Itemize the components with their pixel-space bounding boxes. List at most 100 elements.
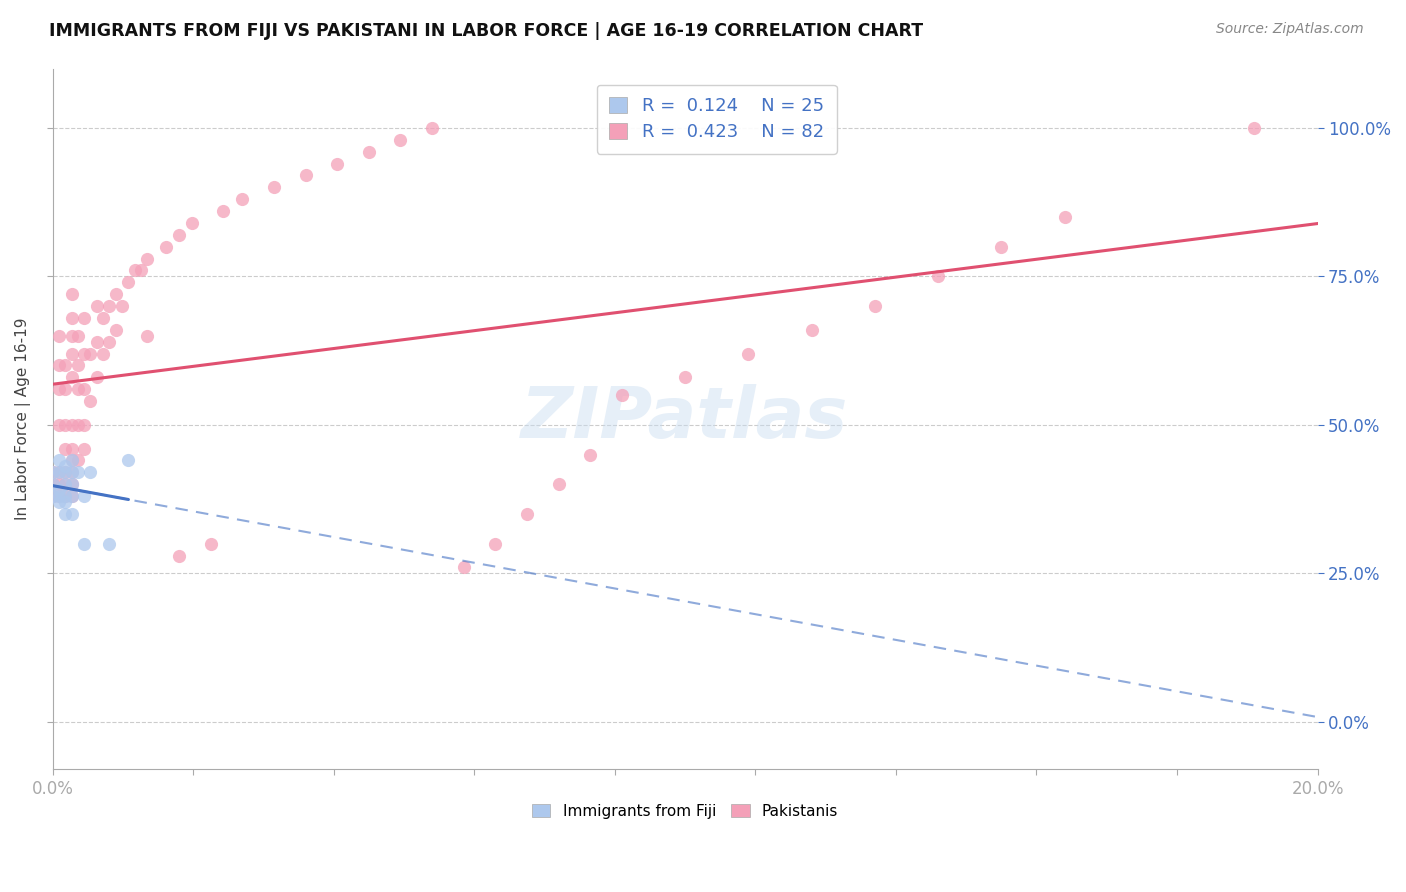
Point (48, 453, 70, 467)
Point (86, 370, 108, 384)
Y-axis label: In Labor Force | Age 16-19: In Labor Force | Age 16-19 (15, 318, 31, 520)
Point (420, 120, 443, 135)
Point (41, 466, 63, 480)
Point (60, 477, 83, 491)
Point (53, 489, 76, 503)
Point (60, 477, 83, 491)
Point (48, 417, 70, 432)
Point (60, 310, 83, 325)
Point (389, 133, 412, 147)
Point (98, 334, 121, 349)
Point (60, 453, 83, 467)
Point (73, 417, 96, 432)
Point (326, 156, 349, 170)
Point (48, 477, 70, 491)
Point (53, 417, 76, 432)
Point (53, 459, 76, 474)
Point (73, 442, 96, 456)
Point (263, 180, 285, 194)
Point (98, 536, 121, 550)
Point (73, 489, 96, 503)
Point (294, 169, 316, 183)
Point (66, 453, 89, 467)
Point (927, 269, 949, 284)
Point (66, 417, 89, 432)
Point (60, 507, 83, 521)
Point (53, 477, 76, 491)
Point (53, 507, 76, 521)
Point (117, 453, 139, 467)
Point (41, 489, 63, 503)
Point (155, 240, 177, 254)
Point (48, 466, 70, 480)
Legend: Immigrants from Fiji, Pakistanis: Immigrants from Fiji, Pakistanis (526, 797, 844, 825)
Point (48, 466, 70, 480)
Point (48, 495, 70, 509)
Point (104, 323, 127, 337)
Point (53, 382, 76, 396)
Point (66, 382, 89, 396)
Point (136, 252, 159, 266)
Text: Source: ZipAtlas.com: Source: ZipAtlas.com (1216, 22, 1364, 37)
Point (48, 382, 70, 396)
Point (98, 299, 121, 313)
Point (66, 466, 89, 480)
Point (167, 549, 190, 563)
Point (41, 477, 63, 491)
Point (60, 442, 83, 456)
Point (48, 359, 70, 373)
Point (60, 466, 83, 480)
Point (357, 145, 380, 159)
Text: ZIPatlas: ZIPatlas (522, 384, 849, 453)
Point (73, 536, 96, 550)
Point (53, 466, 76, 480)
Point (91, 346, 114, 360)
Point (453, 560, 475, 574)
Point (180, 216, 202, 230)
Point (48, 489, 70, 503)
Point (73, 382, 96, 396)
Point (60, 489, 83, 503)
Point (48, 489, 70, 503)
Point (484, 536, 506, 550)
Point (673, 370, 696, 384)
Point (136, 328, 159, 343)
Point (53, 359, 76, 373)
Point (104, 287, 127, 301)
Point (79, 394, 101, 409)
Point (41, 466, 63, 480)
Point (60, 328, 83, 343)
Point (800, 323, 823, 337)
Point (86, 334, 108, 349)
Point (73, 310, 96, 325)
Point (124, 263, 146, 277)
Point (79, 466, 101, 480)
Point (579, 448, 602, 462)
Point (200, 536, 222, 550)
Point (60, 417, 83, 432)
Point (53, 495, 76, 509)
Point (73, 346, 96, 360)
Point (48, 328, 70, 343)
Point (516, 507, 538, 521)
Point (610, 388, 633, 402)
Point (53, 466, 76, 480)
Text: IMMIGRANTS FROM FIJI VS PAKISTANI IN LABOR FORCE | AGE 16-19 CORRELATION CHART: IMMIGRANTS FROM FIJI VS PAKISTANI IN LAB… (49, 22, 924, 40)
Point (41, 489, 63, 503)
Point (53, 489, 76, 503)
Point (212, 204, 235, 219)
Point (129, 263, 152, 277)
Point (117, 276, 139, 290)
Point (111, 299, 134, 313)
Point (41, 477, 63, 491)
Point (1243, 120, 1265, 135)
Point (79, 346, 101, 360)
Point (60, 466, 83, 480)
Point (86, 299, 108, 313)
Point (91, 310, 114, 325)
Point (167, 227, 190, 242)
Point (60, 453, 83, 467)
Point (60, 346, 83, 360)
Point (231, 192, 253, 206)
Point (60, 489, 83, 503)
